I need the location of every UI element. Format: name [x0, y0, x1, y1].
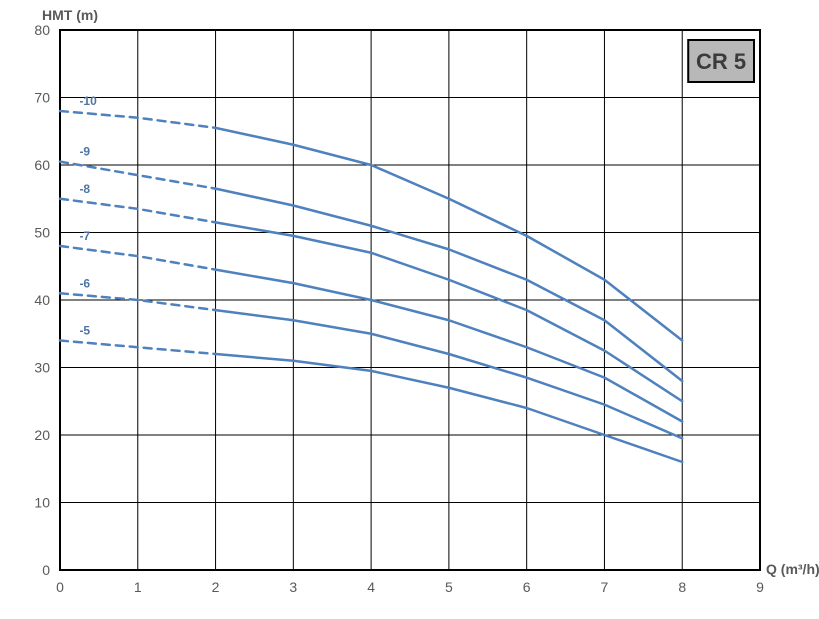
y-tick-label: 60 [34, 157, 50, 173]
y-tick-label: 80 [34, 22, 50, 38]
series-label: -9 [79, 145, 90, 159]
pump-curve-chart: 0 1 2 3 4 5 6 7 8 9 0 10 20 30 40 50 60 70 80HMT (m) Q (m³/… [0, 0, 819, 619]
x-tick-label: 7 [601, 579, 609, 595]
x-tick-label: 8 [678, 579, 686, 595]
y-axis-label: HMT (m) [42, 7, 98, 23]
y-tick-label: 50 [34, 225, 50, 241]
y-tick-label: 20 [34, 427, 50, 443]
x-tick-label: 5 [445, 579, 453, 595]
x-tick-label: 6 [523, 579, 531, 595]
series-label: -6 [79, 276, 90, 290]
x-tick-label: 2 [212, 579, 220, 595]
y-tick-label: 70 [34, 90, 50, 106]
y-tick-label: 40 [34, 292, 50, 308]
series-label: -8 [79, 182, 90, 196]
y-tick-label: 10 [34, 495, 50, 511]
title-badge-text: CR 5 [696, 49, 746, 74]
x-tick-label: 1 [134, 579, 142, 595]
x-tick-label: 4 [367, 579, 375, 595]
series-label: -5 [79, 324, 90, 338]
y-tick-label: 0 [42, 562, 50, 578]
series-label: -7 [79, 229, 90, 243]
y-tick-label: 30 [34, 360, 50, 376]
x-tick-label: 0 [56, 579, 64, 595]
x-tick-label: 3 [289, 579, 297, 595]
chart-svg: 0 1 2 3 4 5 6 7 8 9 0 10 20 30 40 50 60 70 80HMT (m) Q (m³/… [0, 0, 819, 619]
x-axis-label: Q (m³/h) [766, 561, 819, 577]
x-tick-label: 9 [756, 579, 764, 595]
series-label: -10 [79, 94, 97, 108]
